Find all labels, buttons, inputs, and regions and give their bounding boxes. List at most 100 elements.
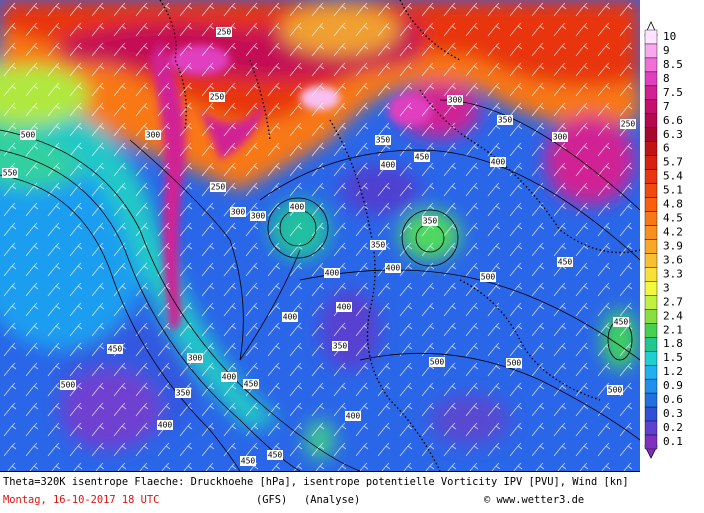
caption-run: (Analyse) (304, 494, 360, 506)
contour-label-box (557, 257, 573, 267)
colorbar-swatch (644, 295, 658, 310)
colorbar-swatch (644, 351, 658, 366)
contour-label-box (145, 130, 161, 140)
colorbar-label: 2.4 (663, 309, 683, 322)
contour-label: 450 (244, 380, 259, 389)
colorbar-swatch (644, 99, 658, 115)
colorbar-label: 5.4 (663, 170, 683, 183)
colorbar-label: 5.1 (663, 184, 683, 197)
contour-label: 500 (507, 359, 522, 368)
colorbar-label: 2.1 (663, 323, 683, 336)
contour-label: 500 (430, 358, 445, 367)
contour-label-box (414, 152, 430, 162)
contour-label-box (221, 372, 237, 382)
colorbar-swatch (644, 197, 658, 212)
caption-box (0, 471, 704, 513)
contour-label: 450 (268, 451, 283, 460)
caption-description: Theta=320K isentrope Flaeche: Druckhoehe… (3, 476, 629, 488)
colorbar-swatch (644, 211, 658, 226)
colorbar-swatch (644, 127, 658, 142)
colorbar-swatch (644, 267, 658, 282)
colorbar-label: 0.3 (663, 407, 683, 420)
contour-label-box (210, 182, 226, 192)
contour-label: 500 (61, 381, 76, 390)
contour-label-box (552, 132, 568, 142)
colorbar-label: 3 (663, 281, 670, 294)
contour-label: 450 (415, 153, 430, 162)
caption-credit: © www.wetter3.de (484, 494, 584, 506)
colorbar-swatch (644, 169, 658, 184)
colorbar-swatch (644, 225, 658, 240)
colorbar-swatch (644, 406, 658, 422)
contour-label: 250 (211, 183, 226, 192)
colorbar-swatch (644, 337, 658, 352)
colorbar-swatch (644, 364, 658, 380)
contour-label-box (490, 157, 506, 167)
contour-label: 250 (217, 28, 232, 37)
contour-label-box (429, 357, 445, 367)
contour-label: 300 (231, 208, 246, 217)
contour-label-box (243, 379, 259, 389)
contour-label: 400 (158, 421, 173, 430)
caption-date: Montag, 16-10-2017 18 UTC (3, 494, 159, 506)
contour-label: 550 (3, 169, 18, 178)
colorbar-swatch (644, 239, 658, 254)
colorbar-swatch (644, 378, 658, 394)
colorbar-label: 2.7 (663, 295, 683, 308)
contour-label-box (60, 380, 76, 390)
contour-label: 250 (210, 93, 225, 102)
contour-label-box (336, 302, 352, 312)
contour-label-box (332, 341, 348, 351)
contour-label-box (250, 211, 266, 221)
colorbar: 1098.587.576.66.365.75.45.14.84.54.23.93… (644, 21, 683, 459)
contour-label: 300 (251, 212, 266, 221)
colorbar-swatch (644, 309, 658, 324)
contour-label-box (216, 27, 232, 37)
contour-label-box (324, 268, 340, 278)
colorbar-swatch (644, 57, 658, 73)
contour-label: 350 (376, 136, 391, 145)
wind-barbs (0, 0, 640, 471)
contour-label: 500 (608, 386, 623, 395)
colorbar-label: 1.5 (663, 351, 683, 364)
contour-label: 350 (498, 116, 513, 125)
colorbar-swatch (644, 392, 658, 408)
contour-label-box (345, 411, 361, 421)
contour-label: 500 (481, 273, 496, 282)
colorbar-label: 1.2 (663, 365, 683, 378)
colorbar-label: 0.2 (663, 421, 683, 434)
contour-label: 300 (146, 131, 161, 140)
colorbar-label: 7 (663, 100, 670, 113)
contour-label-box (289, 202, 305, 212)
contour-label-box (613, 317, 629, 327)
colorbar-swatch (644, 85, 658, 101)
colorbar-label: 1.8 (663, 337, 683, 350)
contour-label: 400 (386, 264, 401, 273)
colorbar-swatch (644, 281, 658, 296)
colorbar-label: 3.9 (663, 239, 683, 252)
colorbar-label: 8 (663, 72, 670, 85)
contour-label-box (209, 92, 225, 102)
contour-label-box (175, 388, 191, 398)
contour-label: 400 (346, 412, 361, 421)
contour-label: 400 (381, 161, 396, 170)
contour-label: 350 (371, 241, 386, 250)
colorbar-label: 4.8 (663, 198, 683, 211)
colorbar-label: 4.2 (663, 226, 683, 239)
colorbar-swatch (644, 155, 658, 170)
contour-label: 450 (558, 258, 573, 267)
colorbar-label: 4.5 (663, 212, 683, 225)
colorbar-swatch (644, 420, 658, 436)
colorbar-label: 7.5 (663, 86, 683, 99)
colorbar-label: 6.3 (663, 128, 683, 141)
contour-label: 450 (614, 318, 629, 327)
contour-label-box (2, 168, 18, 178)
contour-label: 400 (283, 313, 298, 322)
colorbar-label: 10 (663, 30, 676, 43)
map-area (0, 0, 640, 471)
contour-label: 250 (621, 120, 636, 129)
contour-label-box (497, 115, 513, 125)
colorbar-label: 9 (663, 44, 670, 57)
colorbar-label: 6.6 (663, 114, 683, 127)
contour-label-box (157, 420, 173, 430)
